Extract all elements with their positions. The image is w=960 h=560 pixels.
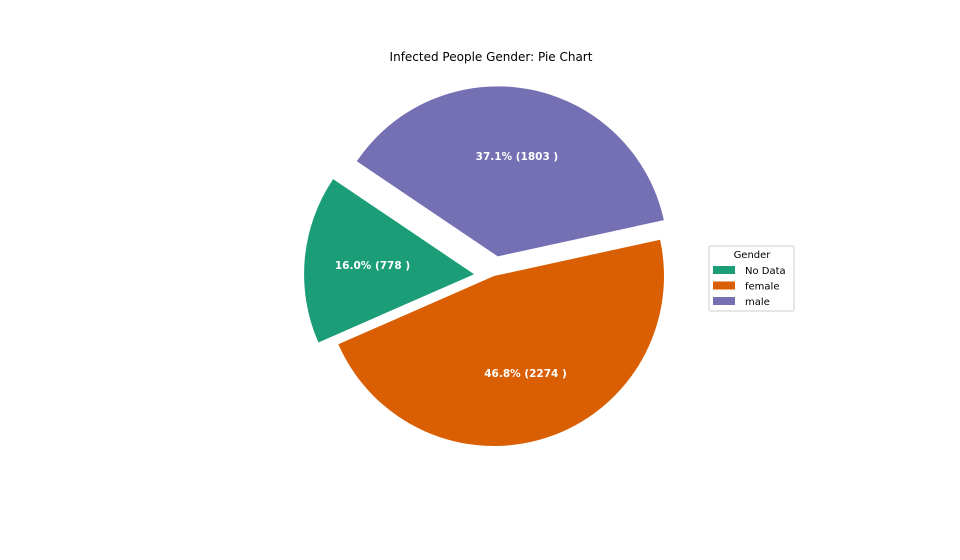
legend-label-female: female <box>745 282 779 293</box>
pie-slice-label-no-data: 16.0% (778 ) <box>335 260 410 272</box>
chart-title: Infected People Gender: Pie Chart <box>390 50 593 64</box>
pie-slice-female <box>338 239 665 447</box>
legend-title: Gender <box>734 250 772 261</box>
legend-swatch-no-data <box>713 266 735 274</box>
pie-slices <box>304 86 665 447</box>
legend-label-no-data: No Data <box>745 266 786 277</box>
pie-slice-label-female: 46.8% (2274 ) <box>484 368 567 380</box>
legend-box <box>708 245 795 312</box>
pie-slice-label-male: 37.1% (1803 ) <box>476 151 559 163</box>
legend-swatch-female <box>713 281 735 290</box>
pie-slice-labels: 16.0% (778 ) 46.8% (2274 ) 37.1% (1803 ) <box>335 151 567 380</box>
legend-swatch-male <box>713 297 735 305</box>
legend-label-male: male <box>745 297 770 308</box>
legend: Gender No Data female male <box>708 245 795 312</box>
legend-items: No Data female male <box>713 266 786 308</box>
pie-slice-no-data <box>304 179 475 343</box>
pie-slice-male <box>356 86 664 257</box>
